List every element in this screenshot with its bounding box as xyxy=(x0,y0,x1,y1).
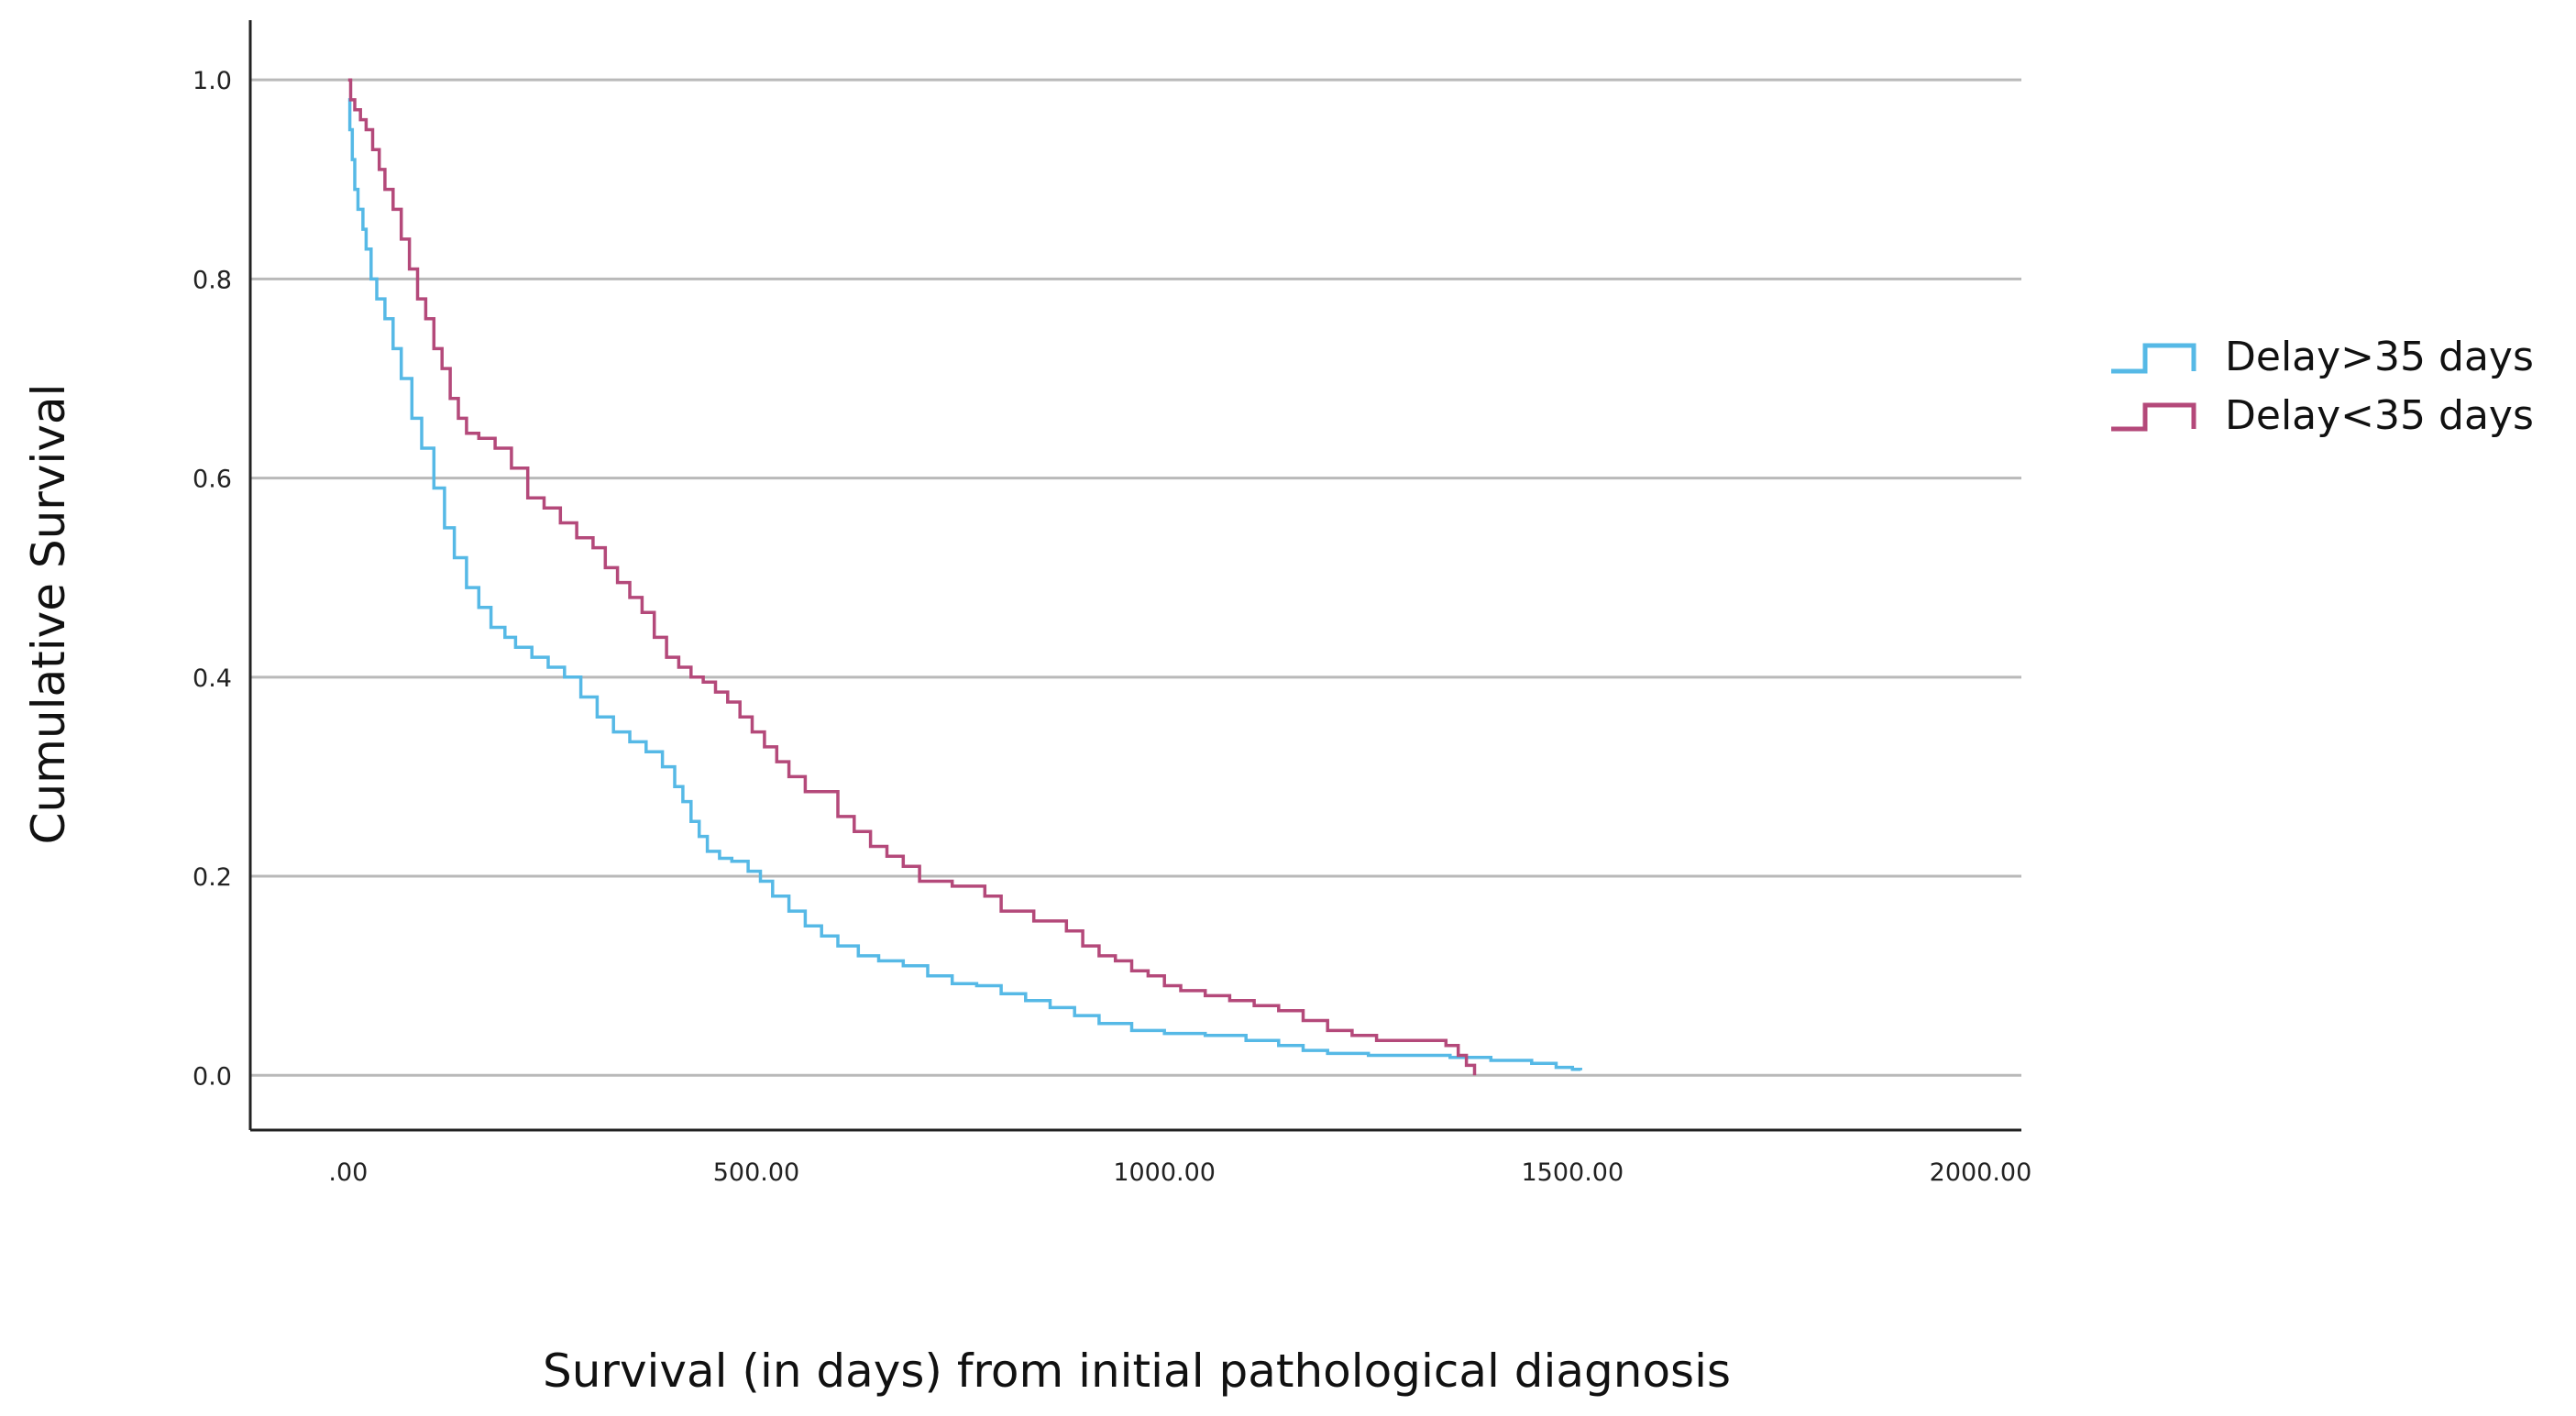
legend-label-delay-gt-35: Delay>35 days xyxy=(2225,334,2534,380)
y-tick-label: 1.0 xyxy=(193,67,232,95)
axes xyxy=(248,20,2021,1132)
legend-swatch-delay-lt-35 xyxy=(2111,402,2196,432)
x-tick-label: 1000.00 xyxy=(1113,1158,1216,1187)
legend-swatch-delay-gt-35 xyxy=(2111,343,2196,374)
legend: Delay>35 days Delay<35 days xyxy=(2111,334,2534,439)
y-axis-title: Cumulative Survival xyxy=(22,384,75,845)
survival-curve-delay-gt-35 xyxy=(347,98,1582,1071)
x-tick-label: 1500.00 xyxy=(1521,1158,1624,1187)
survival-curves xyxy=(347,78,1582,1076)
legend-item-delay-lt-35: Delay<35 days xyxy=(2111,392,2534,439)
x-tick-label: 500.00 xyxy=(713,1158,799,1187)
y-tick-labels: 0.0 0.2 0.4 0.6 0.8 1.0 xyxy=(193,67,232,1091)
x-tick-label: 2000.00 xyxy=(1930,1158,2032,1187)
y-tick-label: 0.2 xyxy=(193,863,232,892)
y-tick-label: 0.0 xyxy=(193,1062,232,1091)
x-axis-title: Survival (in days) from initial patholog… xyxy=(543,1345,1731,1398)
survival-curve-delay-lt-35 xyxy=(347,78,1477,1076)
legend-label-delay-lt-35: Delay<35 days xyxy=(2225,392,2534,439)
gridlines xyxy=(250,78,2021,1077)
y-tick-label: 0.6 xyxy=(193,466,232,494)
x-tick-labels: .00 500.00 1000.00 1500.00 2000.00 xyxy=(328,1158,2031,1187)
x-tick-label: .00 xyxy=(328,1158,368,1187)
legend-item-delay-gt-35: Delay>35 days xyxy=(2111,334,2534,380)
y-tick-label: 0.8 xyxy=(193,266,232,294)
y-tick-label: 0.4 xyxy=(193,664,232,693)
